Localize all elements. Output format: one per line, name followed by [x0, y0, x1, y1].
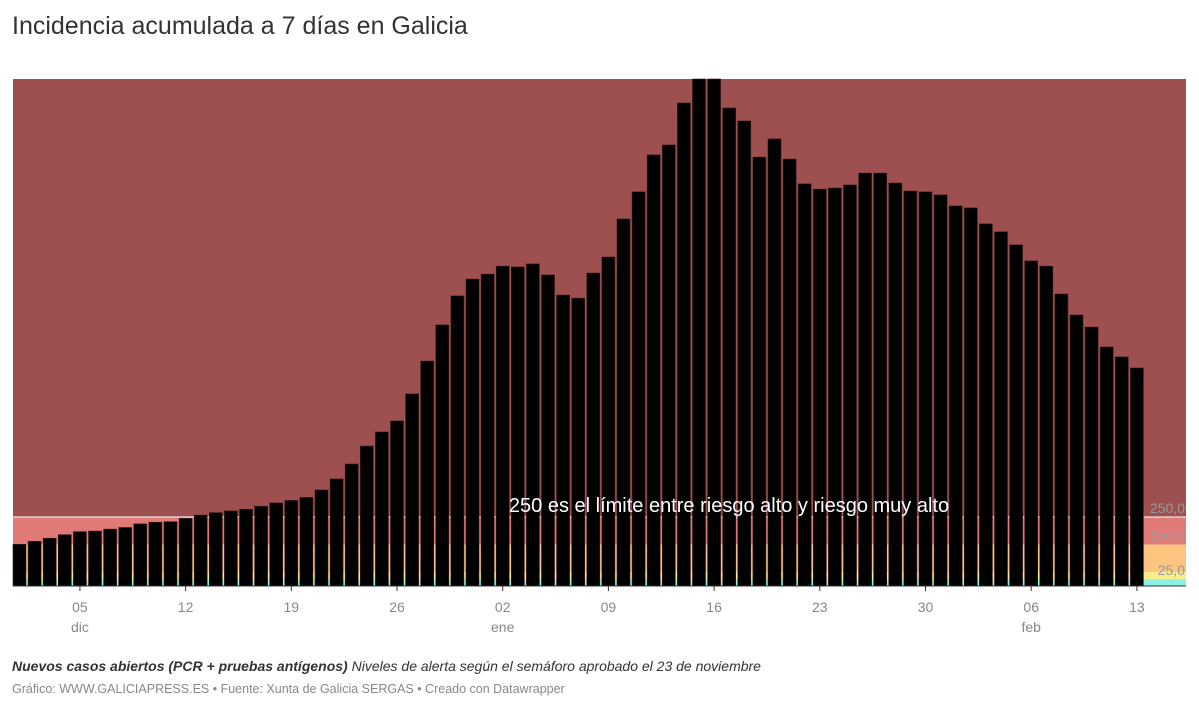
bar-6 [103, 528, 117, 587]
x-tick-label-5: 09 [601, 599, 617, 615]
bar-66 [1009, 244, 1023, 587]
bar-63 [963, 207, 978, 587]
bar-58 [888, 182, 903, 587]
bar-42 [646, 154, 661, 587]
x-tick-label-4: 02 [495, 599, 511, 615]
bar-37 [571, 297, 586, 587]
bar-15 [239, 508, 253, 587]
notes-text: Niveles de alerta según el semáforo apro… [351, 658, 761, 674]
bar-54 [828, 187, 842, 587]
bar-52 [797, 183, 812, 587]
x-tick-label-2: 19 [284, 599, 300, 615]
bar-55 [843, 184, 857, 587]
bar-62 [948, 205, 963, 587]
bar-30 [465, 278, 480, 587]
bar-11 [178, 518, 193, 587]
bar-18 [284, 500, 299, 587]
chart-notes: Nuevos casos abiertos (PCR + pruebas ant… [12, 658, 761, 674]
bar-35 [541, 274, 555, 587]
bar-4 [73, 531, 87, 587]
bar-5 [88, 530, 102, 587]
x-tick-label-8: 30 [918, 599, 934, 615]
x-tick-sublabel-9: feb [1021, 619, 1041, 635]
bar-26 [405, 393, 419, 587]
bar-21 [329, 478, 344, 587]
bar-70 [1069, 314, 1084, 587]
x-tick-label-7: 23 [812, 599, 828, 615]
bar-19 [299, 497, 314, 587]
bar-24 [375, 431, 389, 587]
bar-9 [148, 521, 163, 587]
bar-72 [1099, 346, 1114, 587]
bar-8 [133, 523, 148, 587]
bar-38 [586, 272, 601, 587]
bar-chart: 250,0 150,0 25,0 250 es el límite entre rie… [12, 78, 1186, 635]
bar-71 [1084, 326, 1099, 587]
bar-65 [994, 231, 1008, 587]
bar-43 [661, 144, 676, 587]
bar-17 [269, 502, 284, 587]
bar-0 [12, 544, 27, 587]
band-label-1: 150,0 [1150, 528, 1185, 544]
x-tick-sublabel-0: dic [71, 619, 89, 635]
x-tick-label-6: 16 [706, 599, 722, 615]
bar-57 [873, 172, 888, 587]
bar-7 [118, 527, 132, 587]
bar-29 [450, 295, 465, 587]
bar-31 [480, 273, 495, 587]
band-label-0: 250,0 [1150, 500, 1185, 516]
bar-60 [918, 191, 933, 587]
bar-68 [1039, 265, 1054, 587]
bar-40 [616, 218, 631, 587]
bar-10 [163, 521, 178, 587]
bar-39 [601, 256, 616, 587]
bar-50 [767, 138, 782, 587]
x-tick-label-1: 12 [178, 599, 194, 615]
chart-credits: Gráfico: WWW.GALICIAPRESS.ES • Fuente: X… [12, 682, 565, 696]
bar-25 [390, 420, 404, 587]
bar-67 [1024, 260, 1038, 587]
annotation-text: 250 es el límite entre riesgo alto y rie… [509, 495, 949, 517]
bar-13 [209, 512, 223, 587]
bar-69 [1054, 293, 1069, 587]
bar-49 [752, 156, 767, 587]
bar-51 [782, 158, 797, 587]
x-tick-label-0: 05 [72, 599, 88, 615]
x-tick-label-10: 13 [1129, 599, 1145, 615]
bar-20 [314, 489, 329, 587]
chart-title: Incidencia acumulada a 7 días en Galicia [12, 12, 468, 40]
bar-33 [510, 266, 525, 587]
bar-2 [42, 537, 57, 587]
bar-53 [812, 188, 827, 587]
notes-bold: Nuevos casos abiertos (PCR + pruebas ant… [12, 658, 348, 674]
bar-34 [526, 263, 540, 587]
bar-27 [420, 360, 435, 587]
bar-28 [435, 324, 450, 587]
band-label-3: 25,0 [1158, 562, 1185, 578]
bar-32 [495, 265, 510, 587]
bar-59 [903, 190, 918, 587]
x-tick-sublabel-4: ene [491, 619, 515, 635]
bar-56 [858, 172, 872, 587]
bar-73 [1115, 356, 1129, 587]
bar-23 [359, 445, 374, 587]
bar-41 [631, 191, 646, 587]
bar-74 [1130, 367, 1144, 587]
bar-22 [344, 463, 359, 587]
bar-1 [27, 540, 42, 587]
bar-61 [933, 194, 948, 587]
bar-36 [556, 294, 570, 587]
bar-14 [224, 510, 238, 587]
x-tick-label-9: 06 [1023, 599, 1039, 615]
bar-16 [254, 505, 268, 587]
bar-64 [979, 223, 993, 587]
bar-3 [57, 534, 72, 587]
x-tick-label-3: 26 [389, 599, 405, 615]
bar-12 [193, 514, 208, 587]
